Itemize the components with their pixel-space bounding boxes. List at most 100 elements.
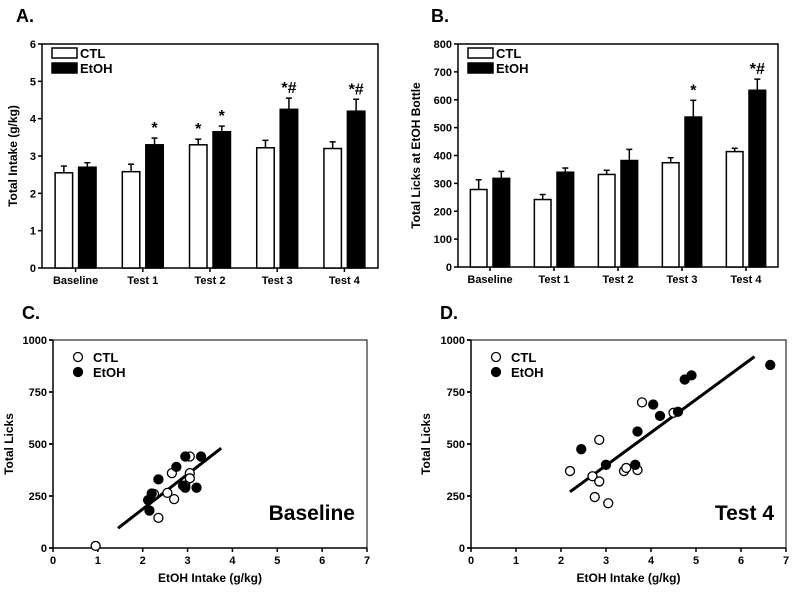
point-ctl [162, 487, 173, 499]
point-etoh [180, 482, 191, 493]
bar-etoh [77, 166, 97, 269]
point-ctl [587, 471, 598, 482]
legend-swatch-etoh [51, 62, 78, 74]
panel-label: A. [16, 6, 34, 26]
significance-mark: * [151, 120, 158, 137]
x-tick-label: Test 2 [603, 274, 634, 286]
y-axis-label: Total Licks [2, 413, 16, 475]
x-tick-label: 6 [738, 555, 744, 567]
significance-mark: *# [349, 81, 364, 98]
x-tick-label: 5 [274, 555, 280, 567]
bar-etoh [684, 116, 703, 268]
y-tick-label: 6 [30, 39, 36, 51]
bar-ctl [469, 188, 488, 268]
legend-label: CTL [80, 46, 105, 61]
bar-ctl [188, 144, 208, 269]
x-tick-label: 7 [783, 555, 789, 567]
legend-label: EtOH [93, 365, 126, 380]
x-tick-label: 2 [558, 555, 564, 567]
point-etoh [632, 426, 643, 437]
y-tick-label: 750 [447, 387, 465, 399]
legend-marker-ctl [72, 351, 84, 363]
plot-bg [52, 339, 368, 549]
legend-label: CTL [496, 46, 521, 61]
x-tick-label: Test 2 [195, 275, 226, 287]
bar-ctl [661, 161, 680, 268]
y-tick-label: 100 [434, 234, 452, 246]
legend-label: CTL [93, 350, 118, 365]
point-etoh [144, 505, 155, 516]
y-tick-label: 1000 [441, 335, 465, 347]
y-tick-label: 600 [434, 95, 452, 107]
x-tick-label: 4 [229, 555, 236, 567]
bar-etoh [145, 144, 165, 269]
x-axis-label: EtOH Intake (g/kg) [158, 571, 262, 585]
point-etoh [686, 370, 697, 381]
x-tick-label: 7 [364, 555, 370, 567]
point-ctl [594, 434, 605, 445]
y-tick-label: 250 [29, 491, 47, 503]
point-ctl [184, 473, 195, 484]
significance-mark: * [195, 121, 202, 138]
point-ctl [90, 540, 101, 552]
y-tick-label: 4 [30, 114, 37, 126]
bar-etoh [492, 177, 511, 268]
y-tick-label: 1000 [23, 335, 47, 347]
y-tick-label: 200 [434, 206, 452, 218]
y-tick-label: 500 [447, 439, 465, 451]
x-tick-label: Test 4 [731, 274, 763, 286]
panel-c: C. 0 250 500 750 1000 Total Licks 0 1 2 3 4 5 6 7 EtOH … [2, 303, 370, 585]
y-tick-label: 1 [30, 226, 36, 238]
point-etoh [195, 451, 207, 462]
significance-mark: * [690, 82, 697, 99]
point-etoh [600, 459, 612, 470]
legend-label: EtOH [80, 61, 113, 76]
significance-mark: * [219, 108, 226, 125]
bar-ctl [255, 147, 275, 269]
point-ctl [594, 476, 605, 487]
y-tick-label: 0 [30, 263, 36, 275]
x-tick-label: Baseline [467, 274, 512, 286]
point-ctl [589, 491, 600, 503]
legend-swatch-ctl [467, 47, 494, 59]
x-axis-label: EtOH Intake (g/kg) [576, 571, 680, 585]
y-tick-label: 300 [434, 178, 452, 190]
point-etoh [648, 399, 659, 410]
point-etoh [654, 410, 666, 422]
y-tick-label: 700 [434, 67, 452, 79]
bar-etoh [212, 130, 232, 269]
x-tick-label: 3 [185, 555, 191, 567]
y-axis-label: Total Intake (g/kg) [6, 105, 20, 207]
bar-ctl [121, 170, 141, 269]
x-tick-label: Test 3 [667, 274, 698, 286]
y-tick-label: 0 [459, 543, 465, 555]
x-tick-label: 1 [513, 555, 519, 567]
legend-label: CTL [511, 350, 536, 365]
x-tick-label: 3 [603, 555, 609, 567]
y-tick-label: 0 [41, 543, 47, 555]
point-etoh [153, 474, 164, 485]
bar-etoh [279, 108, 299, 269]
x-tick-label: Test 3 [262, 275, 293, 287]
y-tick-label: 250 [447, 491, 465, 503]
panel-annotation: Test 4 [715, 502, 774, 525]
regression-line [117, 446, 223, 530]
legend-swatch-etoh [467, 62, 494, 74]
bar-etoh [748, 89, 767, 268]
y-tick-label: 3 [30, 151, 36, 163]
point-ctl [168, 493, 180, 505]
regression-line [569, 355, 756, 494]
plot-bg [470, 339, 787, 549]
point-etoh [765, 359, 776, 371]
panel-annotation: Baseline [269, 502, 355, 525]
panel-a: A. 0 1 2 3 4 5 6 Total Intake (g/kg) Baseline Test… [6, 6, 379, 287]
point-ctl [603, 498, 614, 509]
point-ctl [564, 465, 576, 477]
y-axis-label: Total Licks [419, 413, 433, 475]
legend-swatch-ctl [51, 47, 78, 59]
legend-label: EtOH [496, 61, 529, 76]
significance-mark: *# [750, 61, 765, 78]
bar-ctl [725, 150, 744, 268]
panel-d: D. 0 250 500 750 1000 Total Licks 0 1 2 3 4 5 6 7 EtOH … [419, 303, 789, 585]
